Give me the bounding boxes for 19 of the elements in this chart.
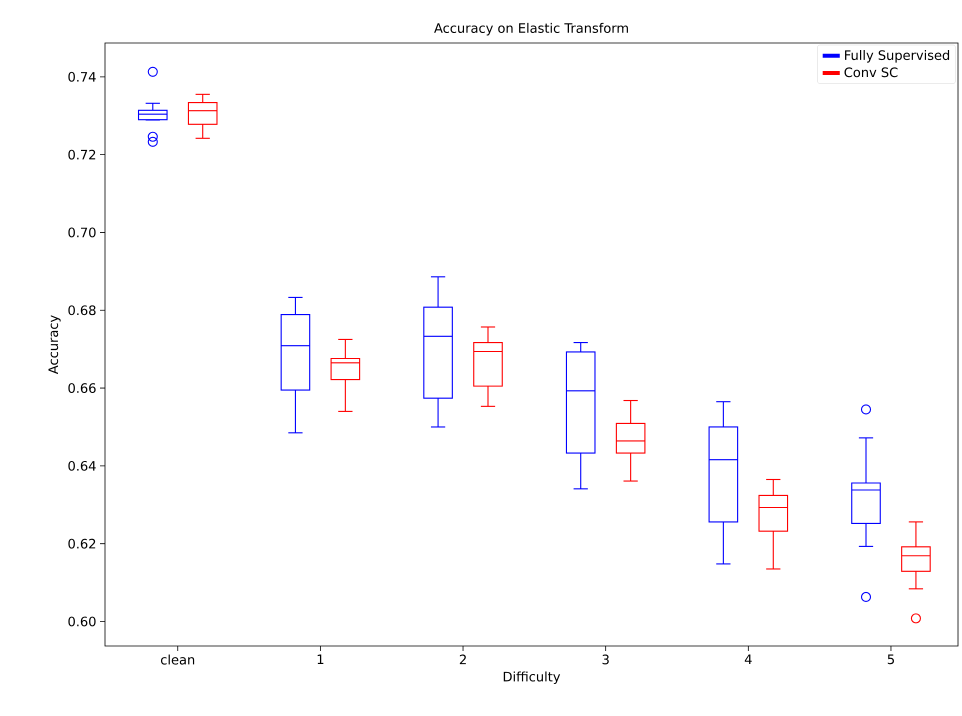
- legend-label: Conv SC: [844, 67, 898, 78]
- y-tick-label: 0.62: [68, 538, 96, 549]
- x-tick-label: 1: [318, 654, 324, 664]
- x-tick-label: 4: [744, 654, 752, 664]
- x-tick-label: 2: [460, 654, 466, 664]
- y-axis-title: Accuracy: [48, 315, 61, 374]
- legend-label: Fully Supervised: [845, 50, 950, 63]
- y-tick-label: 0.66: [68, 383, 96, 393]
- x-tick-label: 5: [888, 654, 894, 664]
- y-tick-label: 0.68: [68, 305, 96, 316]
- y-tick-label: 0.70: [68, 228, 96, 238]
- y-tick-label: 0.72: [68, 150, 96, 160]
- chart-title: Accuracy on Elastic Transform: [434, 22, 628, 36]
- y-tick-label: 0.74: [68, 72, 96, 82]
- x-axis-title: Difficulty: [504, 671, 560, 684]
- y-tick-label: 0.60: [68, 616, 96, 626]
- y-tick-label: 0.64: [68, 460, 96, 471]
- x-tick-label: 3: [602, 654, 609, 664]
- x-tick-label: clean: [160, 654, 194, 665]
